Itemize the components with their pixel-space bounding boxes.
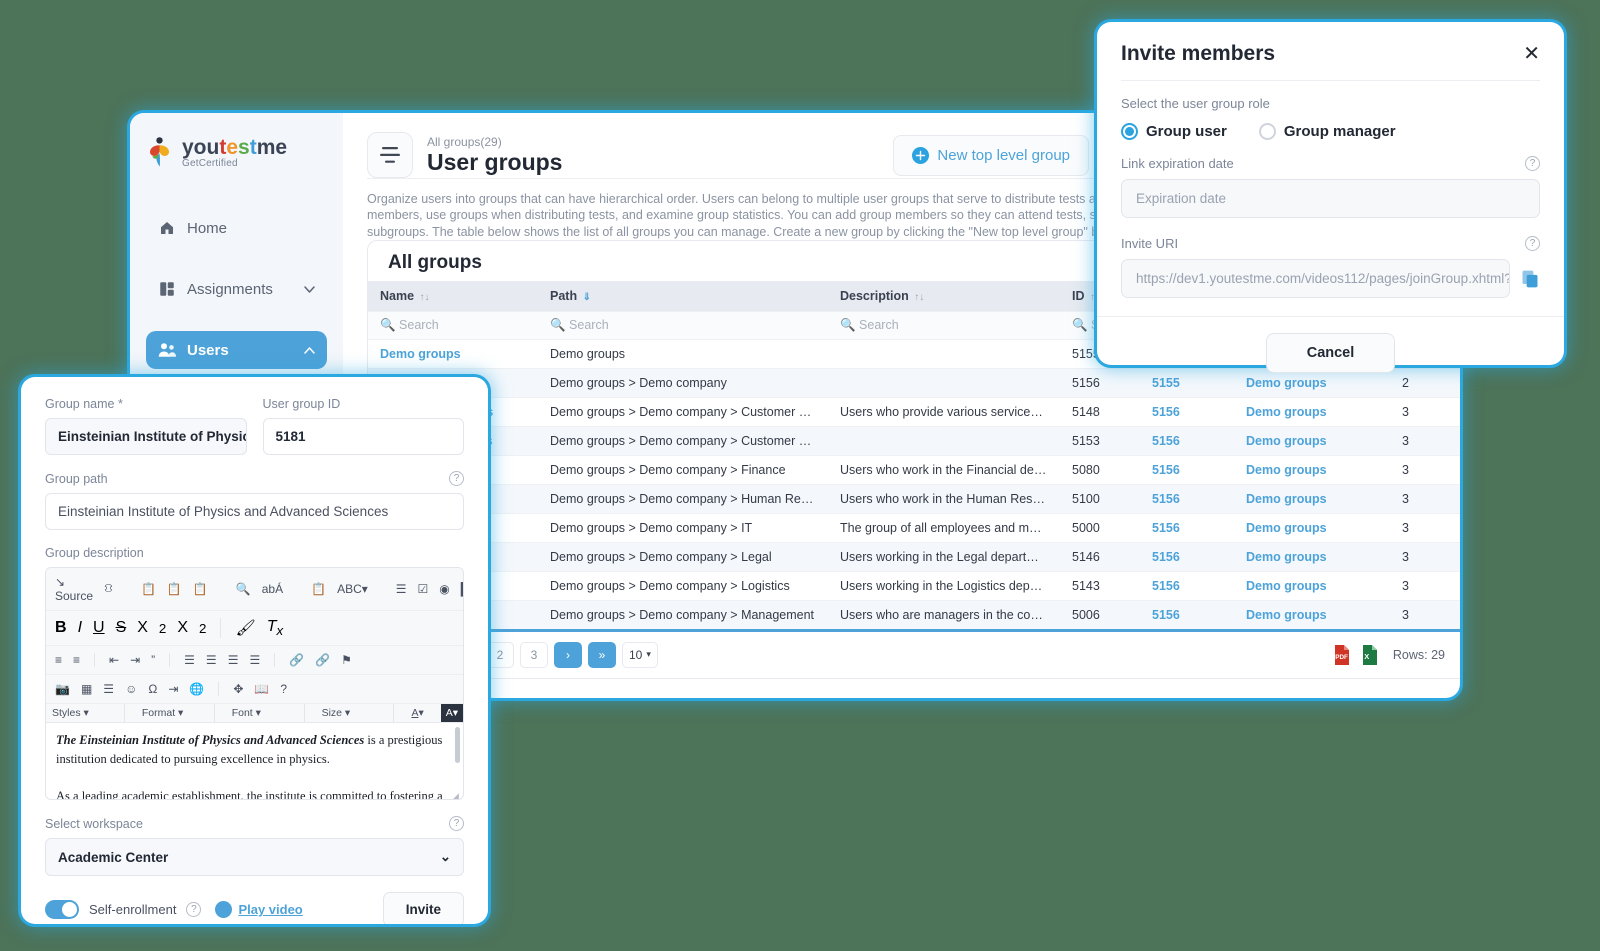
svg-text:X: X: [1364, 652, 1369, 661]
svg-text:PDF: PDF: [1335, 654, 1348, 661]
